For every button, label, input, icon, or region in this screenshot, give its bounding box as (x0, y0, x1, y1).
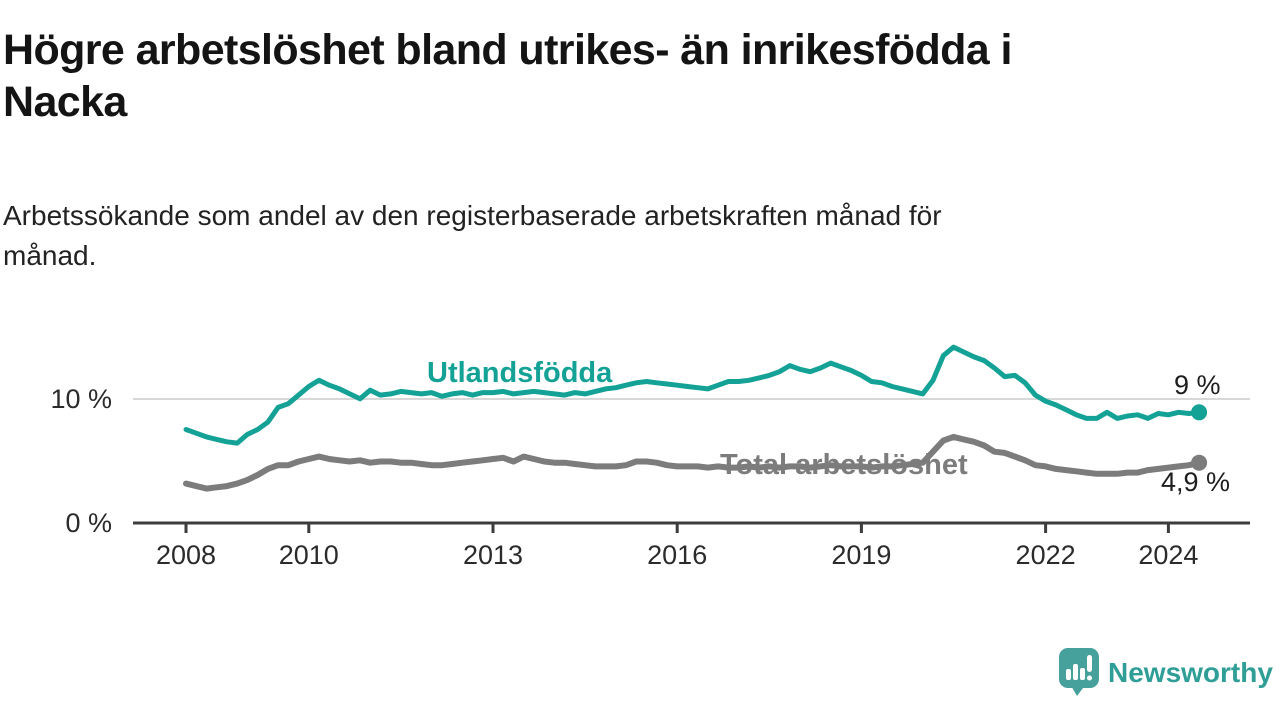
series-label-utlandsfodda: Utlandsfödda (427, 357, 613, 389)
newsworthy-logo-text: Newsworthy (1108, 657, 1273, 688)
page-subtitle: Arbetssökande som andel av den registerb… (3, 200, 942, 271)
series-line-total (183, 433, 1203, 492)
x-tick-label: 2022 (1015, 540, 1076, 570)
y-axis-label-0: 0 % (65, 508, 112, 538)
x-tick-label: 2016 (647, 540, 708, 570)
end-value-label-utlandsfodda: 9 % (1174, 370, 1221, 400)
x-tick-label: 2008 (155, 540, 217, 570)
x-tick-label: 2010 (278, 540, 339, 570)
end-value-label-total: 4,9 % (1161, 467, 1231, 497)
x-tick-label: 2013 (462, 540, 524, 570)
series-end-dot-utlandsfodda (1191, 404, 1208, 421)
x-tick-label: 2024 (1138, 540, 1199, 570)
series-end-dot-total (1191, 454, 1208, 471)
x-axis-ticks (184, 523, 1170, 533)
series-label-total: Total arbetslöshet (720, 449, 968, 481)
page-title: Högre arbetslöshet bland utrikes- än inr… (3, 26, 1012, 126)
newsworthy-logo-icon (1059, 648, 1099, 696)
x-tick-label: 2019 (831, 540, 892, 570)
y-axis-label-10: 10 % (50, 384, 112, 414)
series-line-utlandsfodda (183, 344, 1202, 446)
